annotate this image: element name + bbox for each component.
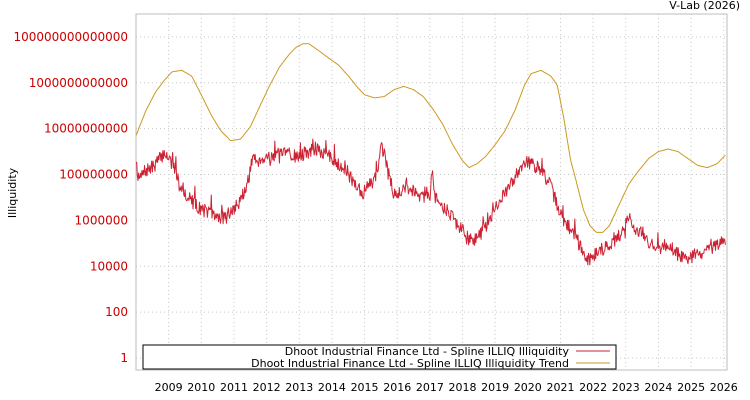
y-tick-label: 100 (105, 305, 128, 319)
x-tick-label: 2025 (677, 381, 705, 394)
x-tick-label: 2017 (416, 381, 444, 394)
x-tick-label: 2013 (285, 381, 313, 394)
x-tick-label: 2009 (155, 381, 183, 394)
x-tick-label: 2010 (187, 381, 215, 394)
x-tick-label: 2024 (644, 381, 672, 394)
series-lines (135, 43, 726, 266)
x-tick-label: 2012 (253, 381, 281, 394)
y-tick-label: 1000000000000 (29, 76, 128, 90)
grid-lines (136, 14, 727, 370)
y-tick-label: 1000000 (75, 213, 128, 227)
plot-frame (135, 13, 728, 371)
legend: Dhoot Industrial Finance Ltd - Spline IL… (142, 344, 617, 370)
x-tick-label: 2015 (351, 381, 379, 394)
series-line-trend (135, 43, 726, 233)
y-tick-label: 100000000 (59, 168, 128, 182)
credit-label: V-Lab (2026) (669, 0, 740, 12)
legend-label-illiquidity: Dhoot Industrial Finance Ltd - Spline IL… (285, 345, 570, 358)
x-axis-ticks: 2009 2010 2011 2012 2013 2014 2015 2016 2017 2018… (155, 381, 738, 394)
x-tick-label: 2014 (318, 381, 346, 394)
x-tick-label: 2016 (383, 381, 411, 394)
y-tick-label: 10000000000 (44, 122, 128, 136)
y-tick-label: 1 (120, 351, 128, 365)
x-tick-label: 2021 (546, 381, 574, 394)
x-tick-label: 2023 (612, 381, 640, 394)
x-tick-label: 2020 (514, 381, 542, 394)
x-tick-label: 2018 (449, 381, 477, 394)
y-axis-label: Illiquidity (6, 167, 19, 218)
series-line-illiquidity (135, 138, 726, 266)
x-tick-label: 2022 (579, 381, 607, 394)
x-tick-label: 2026 (710, 381, 738, 394)
x-tick-label: 2019 (481, 381, 509, 394)
legend-label-trend: Dhoot Industrial Finance Ltd - Spline IL… (251, 357, 569, 370)
x-tick-label: 2011 (220, 381, 248, 394)
legend-box (142, 344, 617, 370)
y-axis-ticks: 1 100 10000 1000000 100000000 10000000000 1000… (13, 30, 128, 365)
y-tick-label: 100000000000000 (13, 30, 128, 44)
y-tick-label: 10000 (90, 259, 128, 273)
